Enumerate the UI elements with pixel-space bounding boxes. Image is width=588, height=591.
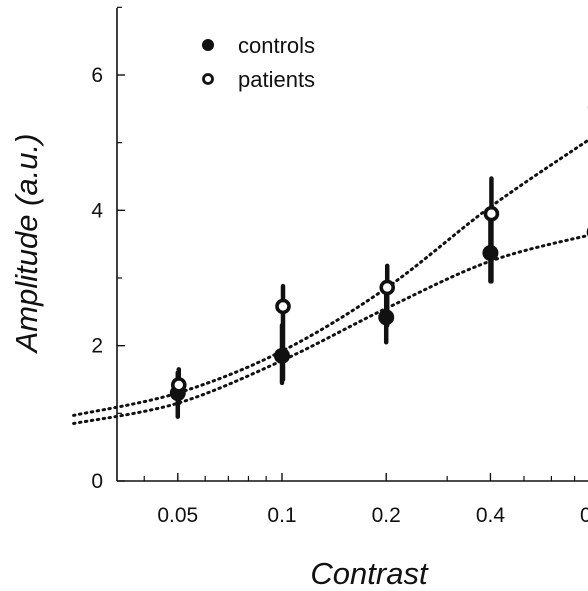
x-tick-label: 0.2 (372, 504, 401, 527)
point-patients (275, 298, 291, 315)
fit-curves (72, 138, 588, 425)
point-patients (379, 279, 396, 296)
x-tick-label: 0.8 (580, 504, 588, 527)
y-axis-label: Amplitude (a.u.) (9, 134, 44, 355)
point-patients (170, 377, 187, 393)
point-patients (483, 205, 500, 222)
legend-label-controls: controls (238, 33, 315, 58)
point-controls (274, 347, 290, 364)
x-tick-label: 0.4 (476, 504, 506, 527)
legend-label-patients: patients (238, 67, 315, 92)
data-marks (169, 105, 588, 419)
legend: controls patients (202, 33, 315, 92)
y-tick-label: 4 (91, 199, 103, 222)
fit-curve-controls (72, 233, 588, 425)
y-tick-label: 2 (91, 335, 103, 358)
y-tick-label: 0 (91, 470, 103, 493)
x-tick-label: 0.1 (267, 504, 296, 527)
x-axis-label: Contrast (310, 556, 429, 591)
point-controls (482, 244, 499, 261)
fit-curve-patients (72, 138, 588, 417)
legend-marker-patients (202, 73, 214, 85)
point-controls (378, 309, 395, 326)
x-tick-label: 0.05 (157, 504, 198, 527)
axes: 0 2 4 6 0.05 0.1 0.2 0.4 0.8 (91, 6, 588, 527)
legend-marker-controls (202, 39, 214, 51)
y-tick-label: 6 (91, 64, 103, 87)
